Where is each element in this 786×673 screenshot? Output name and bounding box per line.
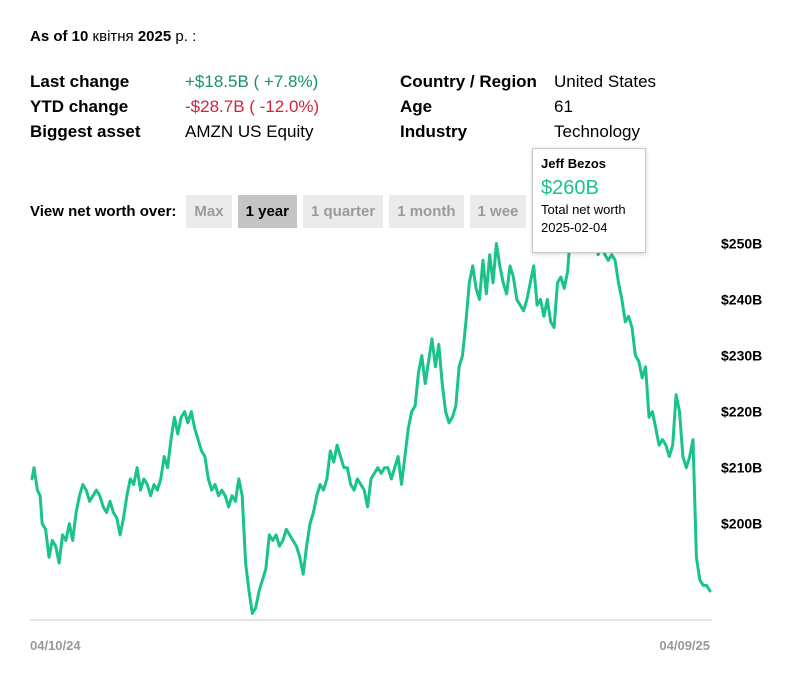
- y-tick-label: $210B: [721, 460, 762, 476]
- stat-label: Country / Region: [400, 72, 537, 91]
- chart-tooltip: Jeff Bezos $260B Total net worth 2025-02…: [532, 148, 646, 253]
- stat-label: Age: [400, 97, 433, 116]
- stat-label: Industry: [400, 122, 468, 141]
- range-selector-label: View net worth over:: [30, 203, 177, 220]
- tooltip-date: 2025-02-04: [541, 220, 608, 235]
- stat-row-age: Age 61: [400, 94, 656, 119]
- y-axis-ticks: $250B $240B $230B $220B $210B $200B: [721, 235, 762, 531]
- y-tick-label: $200B: [721, 516, 762, 532]
- stat-label: Biggest asset: [30, 122, 141, 141]
- y-tick-label: $240B: [721, 292, 762, 308]
- stats-right: Country / Region United States Age 61 In…: [400, 69, 656, 144]
- stat-value: AMZN US Equity: [185, 122, 314, 141]
- range-button-max[interactable]: Max: [186, 195, 232, 228]
- y-tick-label: $250B: [721, 235, 762, 251]
- range-button-1-year[interactable]: 1 year: [237, 195, 297, 228]
- tooltip-value: $260B: [541, 177, 599, 199]
- y-tick-label: $230B: [721, 348, 762, 364]
- stat-value: -$28.7B ( -12.0%): [185, 97, 320, 116]
- range-button-1-week[interactable]: 1 wee: [469, 195, 527, 228]
- stat-row-biggest-asset: Biggest asset AMZN US Equity: [30, 119, 319, 144]
- x-tick-label: 04/10/24: [30, 638, 81, 653]
- stat-row-country: Country / Region United States: [400, 69, 656, 94]
- y-tick-label: $220B: [721, 404, 762, 420]
- range-button-1-month[interactable]: 1 month: [389, 195, 464, 228]
- stat-value: +$18.5B ( +7.8%): [185, 72, 319, 91]
- range-button-1-quarter[interactable]: 1 quarter: [302, 195, 384, 228]
- stat-label: YTD change: [30, 97, 129, 116]
- stat-label: Last change: [30, 72, 130, 91]
- range-selector: View net worth over: Max 1 year 1 quarte…: [30, 195, 532, 228]
- x-tick-label: 04/09/25: [659, 638, 710, 653]
- tooltip-subtitle: Total net worth: [541, 202, 626, 217]
- stat-value: Technology: [554, 122, 641, 141]
- stat-row-industry: Industry Technology: [400, 119, 656, 144]
- stat-value: 61: [554, 97, 573, 116]
- x-axis-ticks: 04/10/24 04/09/25: [30, 638, 710, 653]
- stat-value: United States: [554, 72, 657, 91]
- stats-left: Last change +$18.5B ( +7.8%) YTD change …: [30, 69, 319, 144]
- stat-row-ytd-change: YTD change -$28.7B ( -12.0%): [30, 94, 319, 119]
- tooltip-name: Jeff Bezos: [541, 156, 607, 171]
- as-of-date: As of 10 квітня 2025 р. :: [30, 28, 197, 45]
- stat-row-last-change: Last change +$18.5B ( +7.8%): [30, 69, 319, 94]
